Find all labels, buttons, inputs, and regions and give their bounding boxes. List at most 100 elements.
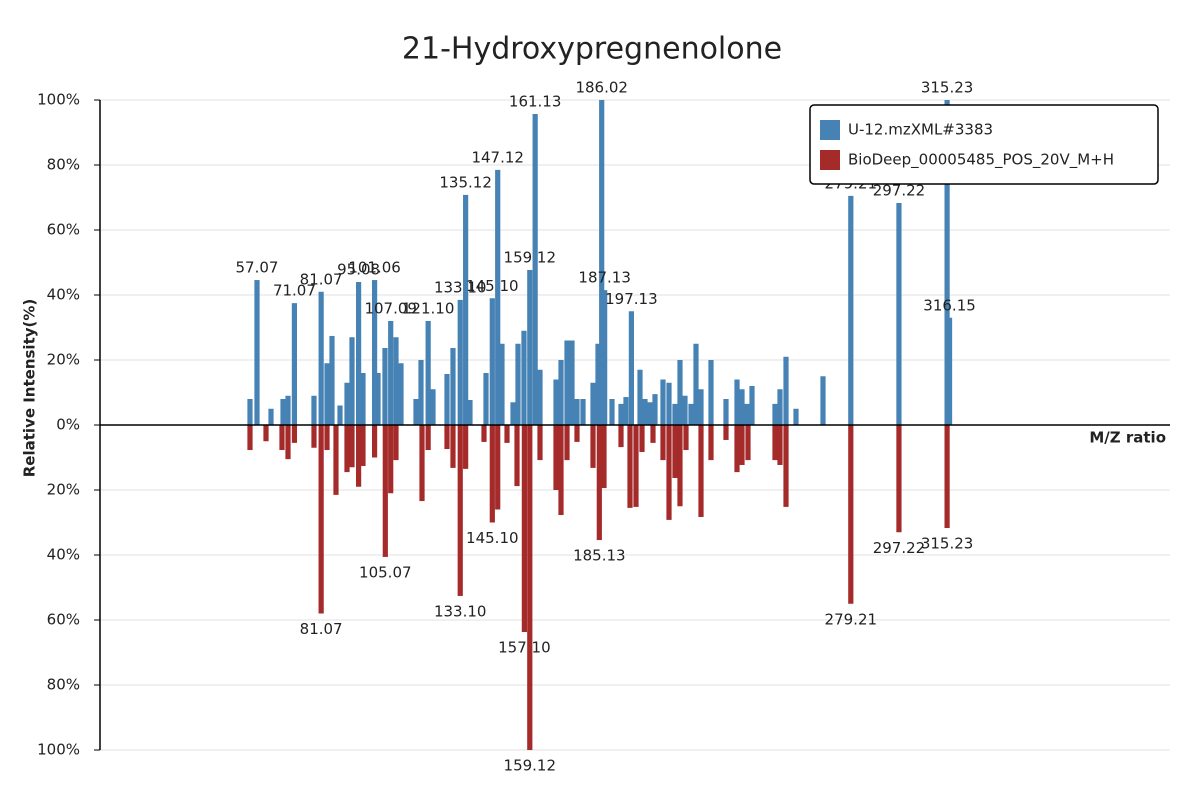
- peak-label: 315.23: [921, 535, 974, 553]
- bar: [590, 425, 596, 468]
- peak-label: 159.12: [504, 248, 557, 266]
- peak-label: 315.23: [921, 79, 974, 97]
- peak-label: 121.10: [402, 300, 455, 318]
- bar: [360, 425, 366, 466]
- peak-label: 197.13: [605, 290, 658, 308]
- bar: [467, 399, 473, 425]
- bar: [318, 291, 324, 425]
- legend-swatch: [820, 150, 840, 170]
- y-tick-label: 60%: [47, 611, 80, 629]
- bar: [564, 425, 570, 461]
- bar: [388, 321, 394, 425]
- bar: [280, 399, 286, 425]
- bar: [783, 356, 789, 425]
- bar: [672, 425, 678, 478]
- peak-label: 316.15: [923, 296, 976, 314]
- legend-swatch: [820, 120, 840, 140]
- bar: [652, 394, 658, 425]
- bar: [783, 425, 789, 507]
- bar: [639, 425, 645, 452]
- peak-label: 95.08: [337, 261, 380, 279]
- bar: [688, 403, 694, 425]
- bar: [515, 343, 521, 425]
- bar: [739, 389, 745, 425]
- peak-label: 157.10: [498, 639, 551, 657]
- bar: [418, 360, 424, 425]
- bar: [450, 425, 456, 468]
- bar: [693, 343, 699, 425]
- bar: [254, 280, 260, 425]
- bar: [268, 408, 274, 425]
- peak-label: 145.10: [466, 277, 519, 295]
- bar: [489, 298, 495, 425]
- bar: [532, 113, 538, 425]
- bar: [457, 425, 463, 596]
- bar: [291, 303, 298, 425]
- bar: [388, 425, 394, 494]
- peak-label: 81.07: [300, 620, 343, 638]
- peak-label: 185.13: [573, 547, 626, 565]
- bar: [601, 425, 607, 489]
- y-tick-label: 80%: [47, 156, 80, 174]
- legend-label: BioDeep_00005485_POS_20V_M+H: [848, 151, 1114, 170]
- peak-label: 133.10: [434, 602, 487, 620]
- bar: [333, 425, 339, 495]
- bar: [375, 373, 381, 425]
- chart-title: 21-Hydroxypregnenolone: [402, 32, 782, 67]
- bar: [602, 290, 608, 425]
- legend: U-12.mzXML#3383 BioDeep_00005485_POS_20V_…: [809, 104, 1159, 185]
- bar: [739, 425, 745, 465]
- bar: [708, 360, 714, 425]
- bar: [574, 399, 580, 425]
- bar: [777, 389, 783, 425]
- bar: [672, 403, 678, 425]
- bar: [537, 425, 543, 461]
- bar: [337, 405, 343, 425]
- bar: [564, 340, 570, 425]
- bar: [413, 399, 419, 425]
- peak-label: 161.13: [509, 92, 562, 110]
- bar: [444, 373, 450, 425]
- bar: [318, 425, 324, 614]
- bar: [677, 425, 683, 507]
- bar: [398, 363, 404, 425]
- bar: [618, 425, 624, 448]
- bar: [311, 425, 317, 448]
- bar: [495, 425, 501, 510]
- bar: [463, 194, 469, 425]
- bar: [848, 195, 854, 425]
- bar: [425, 425, 431, 451]
- bar: [637, 369, 643, 425]
- y-tick-label: 40%: [47, 546, 80, 564]
- bar: [247, 425, 253, 451]
- bar: [311, 395, 317, 425]
- y-tick-label: 80%: [47, 676, 80, 694]
- bar: [682, 395, 688, 425]
- bar: [708, 425, 714, 461]
- bar: [527, 425, 533, 750]
- bar: [247, 399, 253, 425]
- bar: [734, 425, 740, 473]
- bar: [618, 403, 624, 425]
- bar: [504, 425, 510, 443]
- bar: [677, 360, 683, 425]
- bar: [623, 397, 629, 425]
- bar: [510, 402, 516, 425]
- bar: [569, 340, 575, 425]
- legend-label: U-12.mzXML#3383: [848, 121, 993, 139]
- bar: [683, 425, 689, 451]
- bar: [896, 203, 902, 425]
- peak-label: 57.07: [236, 259, 279, 277]
- x-axis-label: M/Z ratio: [1089, 429, 1166, 447]
- bar: [349, 425, 355, 468]
- bar: [499, 343, 505, 425]
- bar: [344, 382, 350, 425]
- bar: [489, 425, 495, 523]
- peak-label: 133.10: [434, 278, 487, 296]
- y-tick-label: 40%: [47, 286, 80, 304]
- bar: [734, 379, 740, 425]
- bar: [574, 425, 580, 442]
- bar: [430, 389, 436, 425]
- bar: [371, 280, 378, 425]
